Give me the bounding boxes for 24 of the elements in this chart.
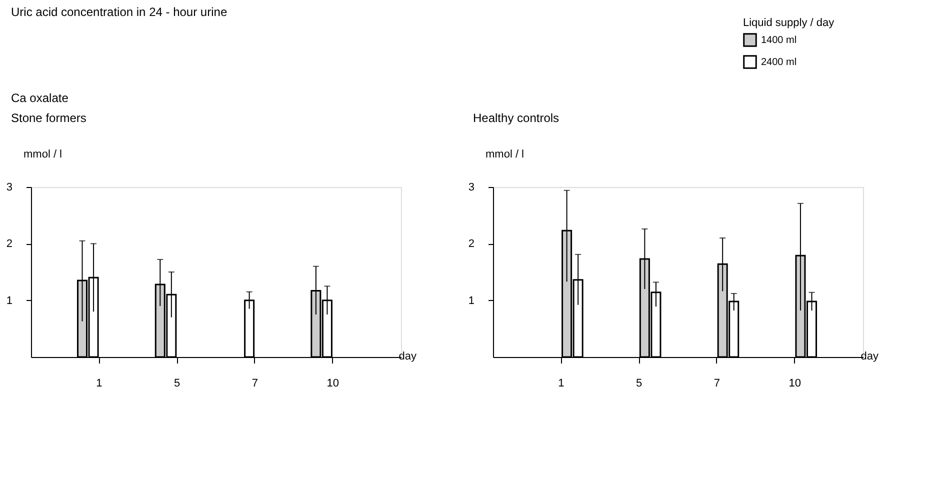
x-tick-label: 10 [788,378,801,390]
chart-title: Uric acid concentration in 24 - hour urine [11,5,228,19]
x-tick-label: 7 [714,378,720,390]
y-tick-label: 2 [468,238,474,250]
y-tick-label: 2 [6,238,12,250]
x-tick-label: 5 [636,378,642,390]
legend-title: Liquid supply / day [743,17,835,29]
x-tick-label: 1 [96,378,102,390]
chart-title: Healthy controls [473,111,560,125]
y-axis-title: mmol / l [24,148,62,160]
x-tick-label: 10 [326,378,339,390]
y-tick-label: 3 [468,182,474,194]
x-axis-title: day [398,350,417,362]
y-axis-title: mmol / l [486,148,524,160]
y-tick-label: 1 [6,294,12,307]
y-tick-label: 1 [468,294,474,307]
y-tick-label: 3 [6,182,12,194]
x-tick-label: 5 [174,378,180,390]
x-tick-label: 7 [252,378,258,390]
chart-subtitle: Ca oxalate Stone formers [11,91,86,125]
legend-label: 1400 ml [761,35,797,46]
x-tick-label: 1 [558,378,564,390]
x-axis-title: day [860,350,879,362]
legend-label: 2400 ml [761,57,797,68]
